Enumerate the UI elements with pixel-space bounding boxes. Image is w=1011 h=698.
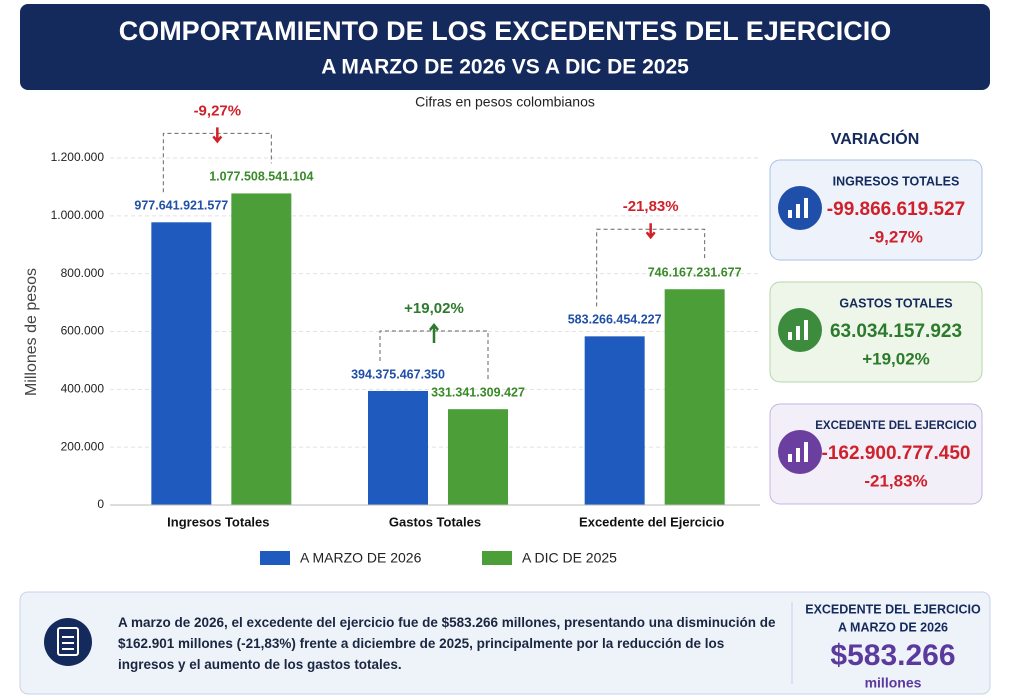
card-percent: -9,27% [869,227,923,246]
x-tick-label: Excedente del Ejercicio [579,514,724,529]
value-label: 331.341.309.427 [431,385,525,399]
card-percent: +19,02% [862,349,930,368]
card-icon-glyph [788,198,808,218]
card-title: INGRESOS TOTALES [833,174,960,188]
highlight-unit: millones [865,675,922,691]
value-label: 583.266.454.227 [568,313,662,327]
card-title: EXCEDENTE DEL EJERCICIO [815,420,977,432]
highlight-value: $583.266 [830,639,955,672]
header-bg [20,4,990,90]
footer-text-part: A marzo de 2026, el excedente del ejerci… [118,615,442,630]
subtitle: A MARZO DE 2026 VS A DIC DE 2025 [321,56,689,79]
card-icon-glyph [788,442,808,462]
value-label: 746.167.231.677 [648,266,742,280]
highlight-title: EXCEDENTE DEL EJERCICIO [805,602,981,616]
footer-icon-clipboard [57,627,79,656]
value-label: 1.077.508.541.104 [209,170,313,184]
footer-text-part: $583.266 millones [441,615,557,630]
legend-label: A MARZO DE 2026 [300,550,422,566]
annotation-arrow [645,223,656,240]
annotation-arrow [429,322,439,343]
variation-card [769,403,983,505]
annotation: -21,83% [623,198,679,215]
bar [368,390,428,505]
title: COMPORTAMIENTO DE LOS EXCEDENTES DEL EJE… [119,16,892,46]
variation-card [769,159,983,261]
card-percent: -21,83% [864,471,927,490]
footer-text-part: , presentando una disminución de $162.90… [118,615,776,672]
bar [151,222,212,506]
x-tick-label: Gastos Totales [389,514,481,529]
y-tick-label: 1.000.000 [51,208,105,222]
annotation-arrow [212,127,223,144]
bar [448,409,508,505]
annotation: -9,27% [194,102,242,119]
value-label: 394.375.467.350 [351,367,445,381]
legend-swatch [260,551,290,565]
bar [231,193,292,505]
y-tick-label: 800.000 [61,266,105,280]
footer-bg [19,591,991,695]
y-tick-label: 400.000 [61,382,105,396]
legend-swatch [482,551,512,565]
chart-subtitle: Cifras en pesos colombianos [415,94,595,110]
card-title: GASTOS TOTALES [839,296,952,310]
card-value: -162.900.777.450 [822,443,971,464]
footer-text: A marzo de 2026, el excedente del ejerci… [118,612,778,675]
y-tick-label: 600.000 [61,324,105,338]
value-label: 977.641.921.577 [134,199,228,213]
bar [584,336,645,505]
y-tick-label: 1.200.000 [51,150,105,164]
variation-card [769,281,983,383]
bar [664,289,725,505]
card-value: 63.034.157.923 [830,321,962,342]
y-axis-label: Millones de pesos [23,268,40,396]
annotation-bracket [596,228,706,307]
card-value: -99.866.619.527 [827,199,965,220]
y-tick-label: 200.000 [61,439,105,453]
x-tick-label: Ingresos Totales [167,514,269,529]
highlight-subtitle: A MARZO DE 2026 [838,620,948,634]
card-icon-glyph [788,320,808,340]
variation-title: VARIACIÓN [831,129,920,148]
annotation: +19,02% [404,300,464,317]
y-tick-label: 0 [97,497,104,511]
legend-label: A DIC DE 2025 [522,550,617,566]
